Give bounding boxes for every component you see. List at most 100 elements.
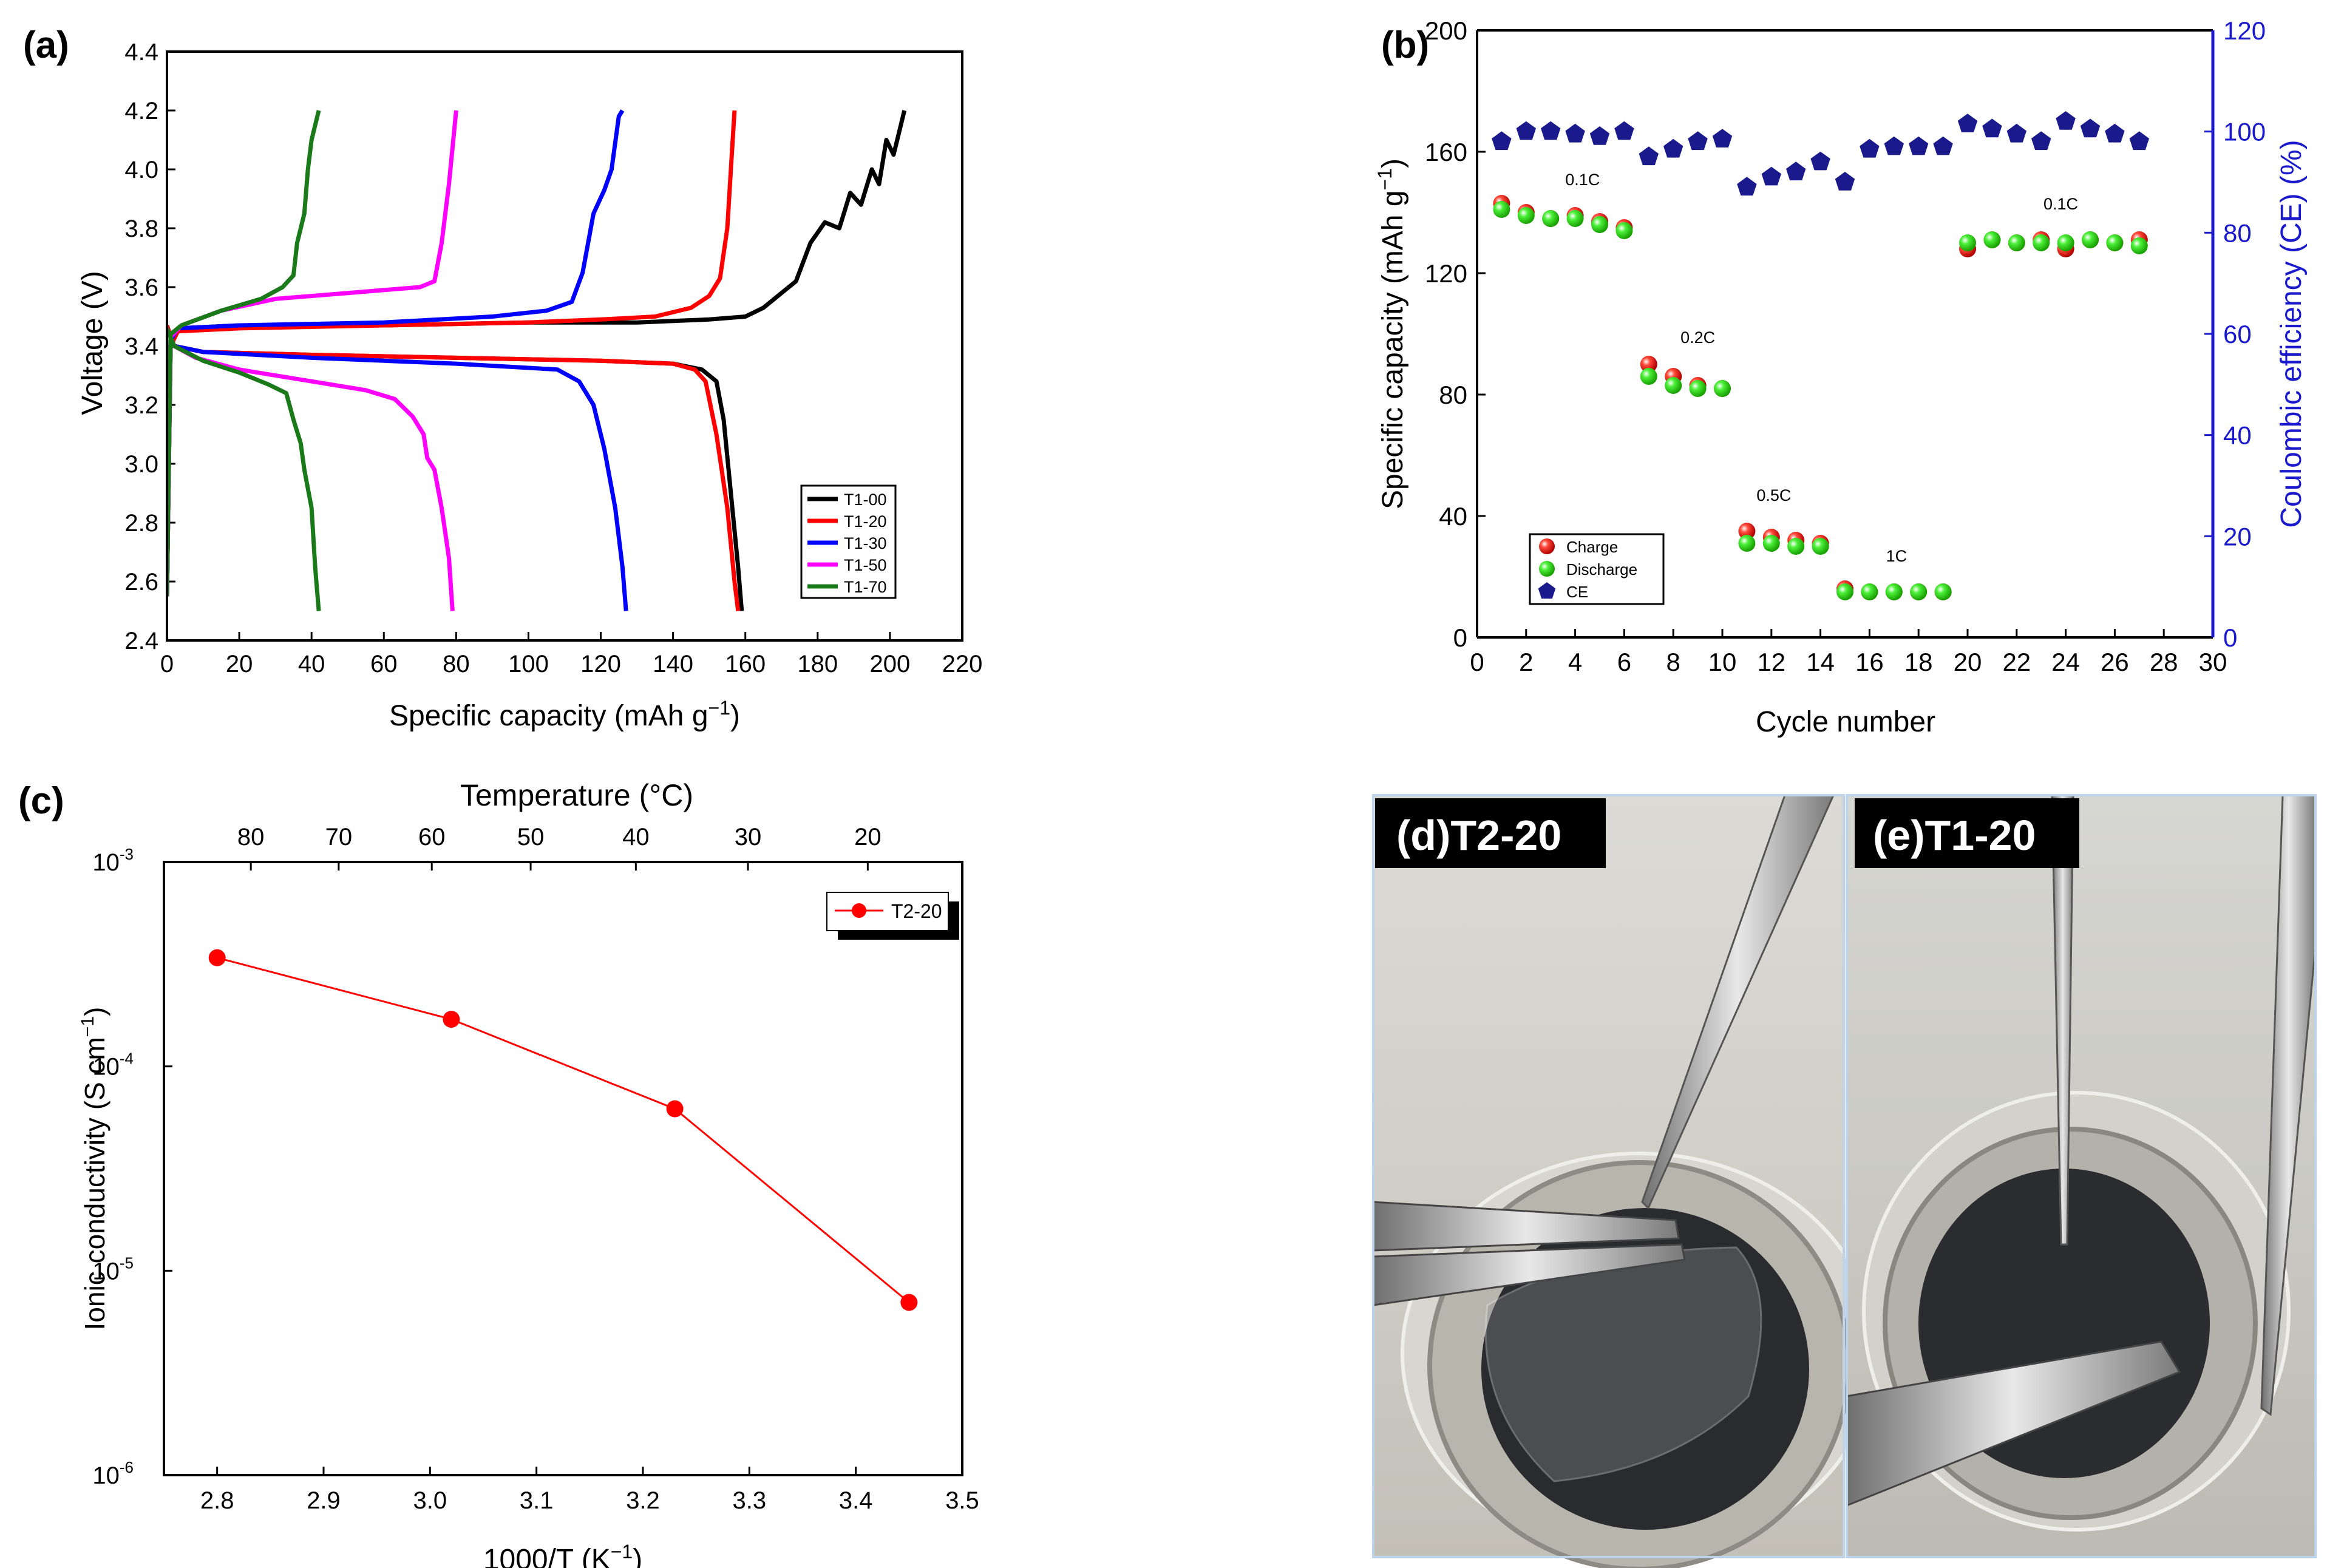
x2-tick-label: 20 [854,824,882,850]
x-tick-label: 10 [1708,648,1737,676]
legend-ce-marker [1538,582,1556,599]
y-tick-label: 2.6 [124,569,158,596]
x-tick-label: 180 [797,651,838,677]
ce-point [1639,146,1659,166]
y-tick-label: 10-4 [92,1050,134,1081]
x-tick-label: 3.0 [413,1487,447,1514]
panel-c-x2label: Temperature (°C) [460,778,693,812]
curve-T1-70-discharge [167,327,321,611]
panel-a: (a) 0 20 40 60 80 100 120 140 160 180 200 220 2.4 2.6… [23,24,982,732]
y-tick-label: 10-6 [92,1458,134,1489]
y-tick-label: 3.6 [124,274,158,301]
panel-b-rate-labels: 0.1C 0.2C 0.5C 1C 0.1C [1565,171,2078,565]
curve-T1-20-discharge [167,324,741,611]
x2-tick-label: 30 [735,824,762,850]
legend-label: CE [1566,583,1588,601]
x-tick-label: 24 [2051,648,2080,676]
y-tick-label: 10-5 [92,1254,134,1285]
data-point [208,949,226,966]
ce-point [1810,151,1830,171]
x-tick-label: 18 [1904,648,1933,676]
x2-tick-label: 40 [622,824,650,850]
legend-items: T1-00 T1-20 T1-30 T1-50 T1-70 [807,490,887,596]
discharge-point [1566,210,1584,227]
discharge-point [2033,234,2050,251]
panel-b-ylabel: Specific capacity (mAh g−1) [1374,158,1409,509]
panel-c-frame [163,861,963,1476]
legend-items: Charge Discharge CE [1538,538,1637,601]
x-tick-label: 14 [1806,648,1835,676]
x-tick-label: 8 [1666,648,1680,676]
y-tick-label: 3.0 [124,451,158,478]
legend-label: Discharge [1566,560,1637,579]
y-tick-label: 3.4 [124,333,158,360]
ce-point [1589,126,1610,145]
rate-label: 1C [1886,547,1907,565]
panel-d-photo: (d)T2-20 [1372,794,1878,1568]
ce-point [2031,131,2051,151]
y-tick-label: 4.4 [124,39,158,66]
x2-tick-label: 70 [325,824,353,850]
panel-a-ylabel: Voltage (V) [76,271,109,415]
ce-point [1614,121,1634,140]
ce-point [1982,118,2002,138]
x-tick-label: 0 [160,651,174,677]
discharge-point [1934,583,1952,600]
legend-label: T1-20 [844,512,887,531]
legend-label: T1-00 [844,490,887,509]
discharge-point [1836,583,1853,600]
y-tick-label: 80 [1439,381,1467,409]
x-tick-label: 3.3 [733,1487,767,1514]
series-line [217,957,910,1303]
ce-point [1933,136,1953,155]
x-tick-label: 100 [508,651,549,677]
y2-tick-label: 100 [2223,118,2266,146]
ce-point [1957,114,1978,132]
discharge-point [1812,538,1829,555]
discharge-point [2008,234,2025,251]
curve-T1-30-discharge [167,327,628,611]
x2-tick-label: 50 [517,824,545,850]
discharge-point [1591,216,1608,233]
legend-charge-marker [1539,538,1555,554]
y2-tick-label: 60 [2223,320,2252,348]
x-tick-label: 2 [1519,648,1533,676]
ce-point [2080,118,2101,138]
discharge-point [2057,234,2074,251]
panel-a-xlabel: Specific capacity (mAh g−1) [389,697,740,732]
x-tick-label: 3.5 [945,1487,979,1514]
x-tick-label: 4 [1568,648,1582,676]
x-tick-label: 2.9 [307,1487,341,1514]
ce-point [1712,129,1733,148]
y2-tick-label: 0 [2223,623,2237,652]
rate-label: 0.1C [2043,195,2078,213]
discharge-point [1959,234,1976,251]
ce-point [1909,136,1929,155]
ce-point [1737,177,1757,196]
y2-tick-label: 40 [2223,421,2252,450]
x2-tick-label: 60 [418,824,446,850]
panel-a-curves [167,109,907,611]
ce-point [1761,166,1781,186]
y-tick-label: 3.8 [124,216,158,242]
x-tick-label: 6 [1617,648,1631,676]
x-tick-label: 3.4 [839,1487,873,1514]
panel-a-legend: T1-00 T1-20 T1-30 T1-50 T1-70 [800,484,897,599]
y-tick-label: 4.0 [124,157,158,183]
legend-label: Charge [1566,538,1618,556]
panel-c-series [208,949,918,1311]
panel-c-ylabel: Ionic conductivity (S cm−1) [78,1007,110,1331]
curve-T1-30-charge [167,109,625,597]
discharge-point [2082,231,2099,248]
discharge-point [1910,583,1928,600]
y2-tick-label: 20 [2223,522,2252,551]
ce-point [1541,121,1561,140]
legend-label: T1-50 [844,556,887,574]
x-tick-label: 120 [580,651,621,677]
panel-a-label: (a) [23,24,69,66]
legend-discharge-marker [1539,561,1555,577]
x2-tick-label: 80 [237,824,265,850]
panel-e-photo: (e)T1-20 [1846,794,2317,1558]
discharge-point [1542,210,1560,227]
y-tick-label: 2.8 [124,510,158,537]
